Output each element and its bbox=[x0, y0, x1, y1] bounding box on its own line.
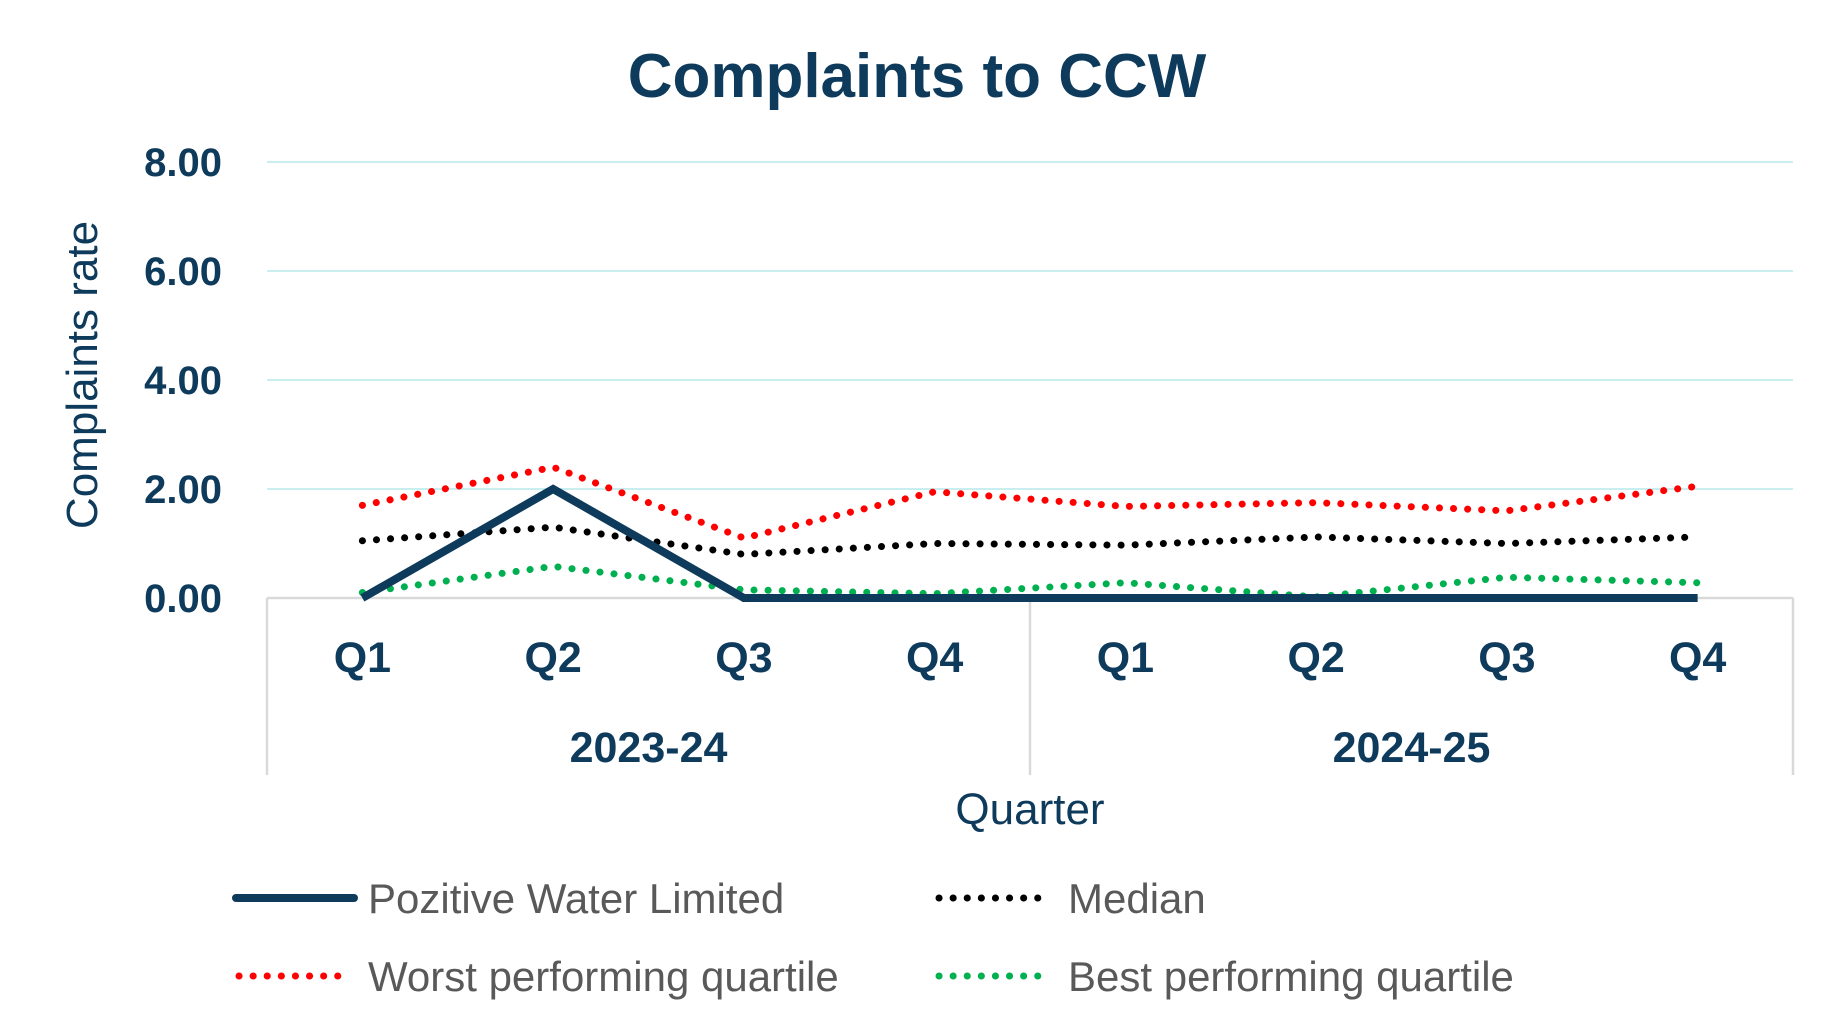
y-axis-label: Complaints rate bbox=[58, 221, 107, 529]
x-tick-label: Q2 bbox=[1287, 634, 1344, 682]
gridlines bbox=[267, 161, 1793, 490]
legend-label: Best performing quartile bbox=[1068, 953, 1514, 1000]
x-axis-groups: 2023-24 2024-25 bbox=[570, 724, 1491, 772]
y-tick-label: 2.00 bbox=[144, 468, 222, 512]
series-line-median bbox=[358, 523, 1702, 558]
series-line-worst-performing-quartile bbox=[358, 463, 1702, 542]
x-axis-label: Quarter bbox=[955, 785, 1104, 834]
x-tick-label: Q3 bbox=[1478, 634, 1535, 682]
y-tick-label: 4.00 bbox=[144, 359, 222, 403]
x-tick-label: Q1 bbox=[334, 634, 391, 682]
y-tick-label: 8.00 bbox=[144, 141, 222, 185]
x-tick-label: Q4 bbox=[1669, 634, 1726, 682]
y-axis-ticks: 0.00 2.00 4.00 6.00 8.00 bbox=[144, 141, 222, 621]
chart-title: Complaints to CCW bbox=[628, 42, 1207, 111]
legend-label: Median bbox=[1068, 875, 1206, 922]
series-line-best-performing-quartile bbox=[358, 562, 1702, 601]
legend-label: Worst performing quartile bbox=[368, 953, 839, 1000]
x-axis-ticks: Q1 Q2 Q3 Q4 Q1 Q2 Q3 Q4 bbox=[334, 634, 1727, 682]
legend: Pozitive Water Limited Median Worst perfor… bbox=[232, 875, 1514, 1000]
x-tick-label: Q2 bbox=[524, 634, 581, 682]
group-label: 2024-25 bbox=[1333, 724, 1491, 772]
series-line-pozitive-water-limited bbox=[360, 484, 1698, 602]
x-tick-label: Q3 bbox=[715, 634, 772, 682]
x-axis bbox=[265, 596, 1795, 775]
series-lines bbox=[358, 463, 1702, 602]
x-tick-label: Q1 bbox=[1097, 634, 1154, 682]
y-tick-label: 0.00 bbox=[144, 577, 222, 621]
x-tick-label: Q4 bbox=[906, 634, 963, 682]
legend-label: Pozitive Water Limited bbox=[368, 875, 784, 922]
group-label: 2023-24 bbox=[570, 724, 728, 772]
y-tick-label: 6.00 bbox=[144, 250, 222, 294]
